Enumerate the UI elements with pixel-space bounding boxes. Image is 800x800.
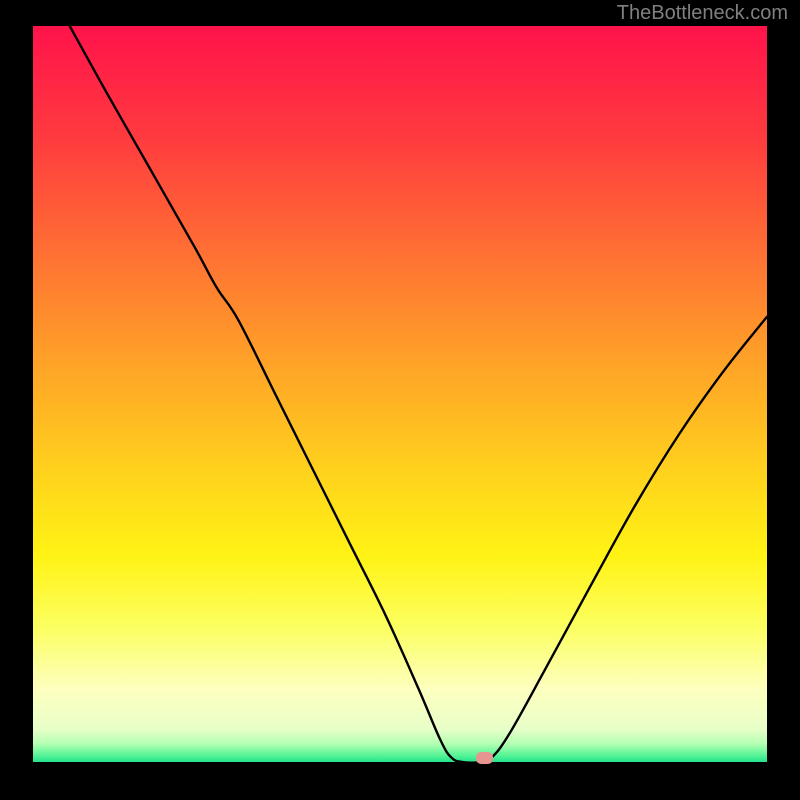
- gradient-background: [33, 26, 767, 762]
- chart-svg: [33, 26, 767, 762]
- watermark-text: TheBottleneck.com: [617, 2, 788, 25]
- plot-area: [33, 26, 767, 762]
- optimum-marker: [476, 752, 494, 764]
